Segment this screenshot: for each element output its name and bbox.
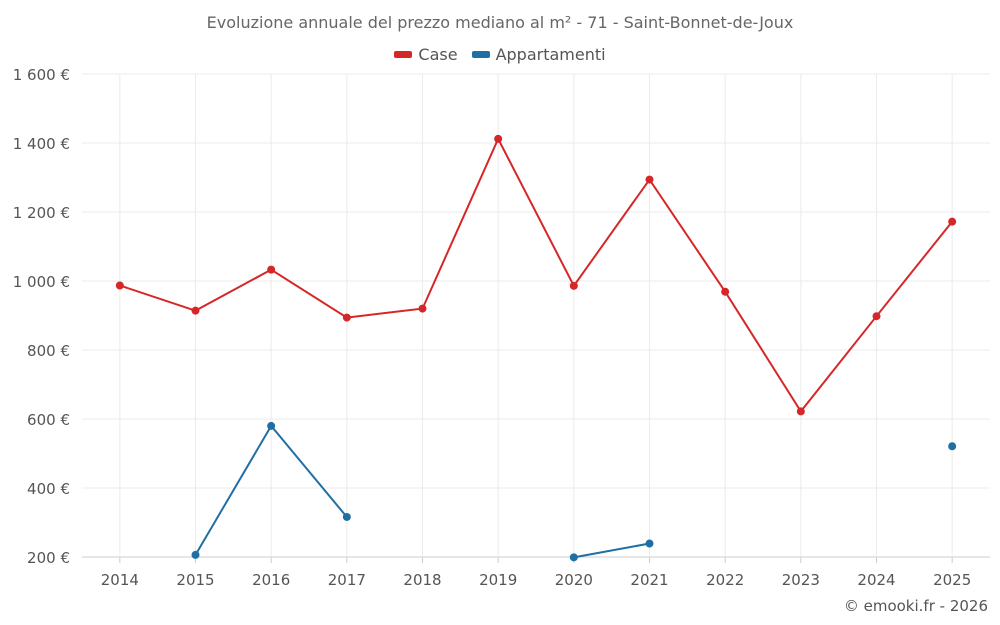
data-point-case[interactable] [948,217,957,226]
data-point-case[interactable] [494,134,503,143]
y-tick-label: 1 000 € [13,273,70,291]
y-tick-label: 1 200 € [13,204,70,222]
data-point-appartamenti[interactable] [267,421,276,430]
legend-label-case: Case [418,45,458,64]
x-tick-label: 2025 [933,571,971,589]
x-tick-label: 2016 [252,571,290,589]
data-point-appartamenti[interactable] [948,442,957,451]
legend-label-appartamenti: Appartamenti [495,45,606,64]
x-tick-label: 2018 [403,571,441,589]
data-point-case[interactable] [569,281,578,290]
x-tick-label: 2015 [176,571,214,589]
data-point-case[interactable] [418,304,427,313]
data-point-case[interactable] [115,281,124,290]
x-tick-label: 2022 [706,571,744,589]
y-tick-label: 600 € [27,411,70,429]
legend-swatch-appartamenti [471,51,490,58]
data-point-appartamenti[interactable] [191,550,200,559]
x-tick-label: 2019 [479,571,517,589]
x-tick-label: 2014 [101,571,139,589]
x-tick-label: 2023 [782,571,820,589]
data-point-case[interactable] [645,175,654,184]
data-point-case[interactable] [796,407,805,416]
y-tick-label: 200 € [27,549,70,567]
x-tick-label: 2017 [328,571,366,589]
data-point-case[interactable] [267,265,276,274]
y-tick-label: 1 400 € [13,135,70,153]
copyright-credit: © emooki.fr - 2026 [843,597,988,615]
series-line-appartamenti [573,542,650,559]
legend-swatch-case [394,51,413,58]
chart-title: Evoluzione annuale del prezzo mediano al… [206,13,794,32]
chart-legend: Case Appartamenti [0,45,1000,64]
legend-item-appartamenti[interactable]: Appartamenti [471,45,606,64]
data-point-case[interactable] [342,313,351,322]
data-point-appartamenti[interactable] [645,539,654,548]
y-tick-label: 1 600 € [13,66,70,84]
x-tick-label: 2021 [630,571,668,589]
data-point-case[interactable] [191,306,200,315]
y-tick-label: 400 € [27,480,70,498]
data-point-appartamenti[interactable] [569,553,578,562]
y-tick-label: 800 € [27,342,70,360]
series-line-case [119,136,953,414]
x-tick-label: 2020 [555,571,593,589]
legend-item-case[interactable]: Case [394,45,458,64]
x-tick-label: 2024 [857,571,895,589]
data-point-case[interactable] [721,287,730,296]
data-point-appartamenti[interactable] [342,512,351,521]
data-point-case[interactable] [872,312,881,321]
